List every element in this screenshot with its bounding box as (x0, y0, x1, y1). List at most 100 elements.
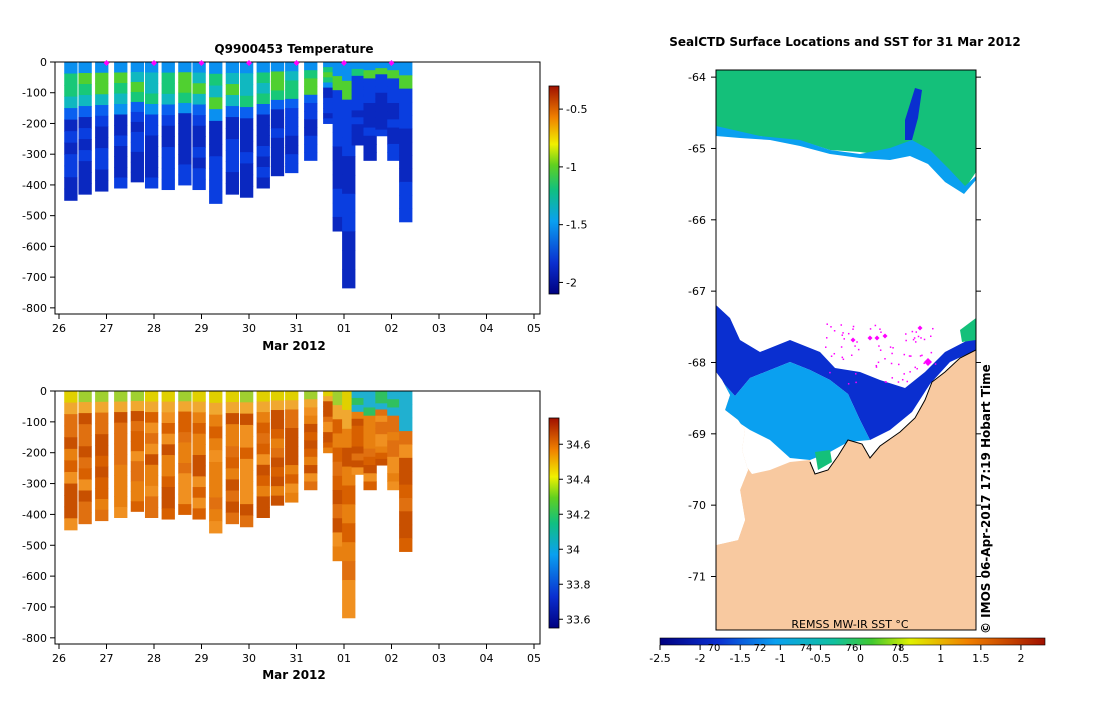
salinity-cell (351, 460, 365, 468)
surface-location-marker (867, 335, 873, 341)
temperature-cell (375, 117, 389, 124)
temperature-cell (78, 172, 92, 184)
sst-colorbar-tick-label: -1.5 (729, 652, 750, 665)
salinity-cell (375, 409, 389, 417)
salinity-cell (270, 457, 285, 468)
salinity-cell (144, 475, 159, 487)
track-dot (919, 355, 922, 357)
track-dot (905, 333, 907, 335)
temperature-cell (323, 67, 337, 73)
salinity-cell (351, 432, 365, 441)
salinity-cell (161, 412, 175, 424)
x-tick-label: 27 (100, 322, 114, 335)
temperature-cell (192, 93, 206, 106)
track-dot (877, 361, 880, 364)
sst-colorbar-tick-label: 1 (937, 652, 944, 665)
temperature-cell (351, 124, 365, 132)
salinity-cell (161, 497, 175, 509)
temperature-cell (270, 62, 285, 72)
salinity-cell (387, 432, 401, 441)
salinity-cell (239, 504, 254, 516)
y-tick-label: -100 (22, 87, 47, 100)
temperature-cell (323, 108, 337, 114)
salinity-cell (95, 412, 109, 424)
temperature-cell (78, 150, 92, 162)
salinity-cell (192, 433, 206, 445)
temperature-cell (375, 62, 389, 69)
track-dot (852, 328, 854, 330)
track-dot (903, 373, 905, 375)
salinity-cell (399, 444, 413, 459)
salinity-cell (363, 432, 377, 441)
temperature-cell (351, 110, 365, 118)
salinity-cell (209, 461, 223, 475)
temperature-cell (256, 135, 270, 147)
temperature-cell (342, 156, 356, 176)
salinity-cell (95, 401, 109, 414)
temperature-cell (375, 105, 389, 112)
salinity-cell (144, 485, 159, 497)
salinity-cell (114, 485, 128, 497)
salinity-cell (285, 418, 299, 429)
temperature-cell (256, 93, 270, 105)
temperature-cell (363, 119, 377, 129)
salinity-cell (387, 473, 401, 483)
temperature-cell (64, 188, 78, 201)
longitude-tick-label: 78 (892, 643, 905, 654)
salinity-cell (256, 496, 270, 508)
salinity-cell (209, 450, 223, 463)
temperature-cell (78, 161, 92, 173)
temperature-cell (304, 152, 318, 161)
salinity-cell (209, 402, 223, 416)
salinity-cell (225, 413, 240, 425)
temperature-cell (209, 73, 223, 87)
salinity-cell (192, 444, 206, 456)
track-dot (830, 326, 832, 328)
temperature-cell (95, 62, 109, 74)
salinity-cell (78, 490, 92, 503)
salinity-cell (130, 391, 145, 402)
temperature-cell (114, 156, 128, 168)
temperature-cell (192, 168, 206, 180)
salinity-cell (225, 402, 240, 414)
temperature-cell (304, 70, 318, 79)
temperature-cell (144, 93, 159, 105)
track-dot (857, 348, 860, 351)
salinity-cell (363, 465, 377, 474)
salinity-cell (256, 464, 270, 476)
salinity-cell (178, 391, 192, 402)
temperature-cell (375, 68, 389, 75)
temperature-cell (209, 144, 223, 157)
salinity-cell (130, 401, 145, 412)
salinity-cell (192, 455, 206, 467)
salinity-cell (225, 424, 240, 436)
temperature-section-cells (64, 62, 413, 289)
colorbar-tick-label: -0.5 (566, 103, 587, 116)
salinity-cell (192, 465, 206, 477)
land-mass (716, 350, 976, 630)
sst-coastal-green-patch (960, 318, 976, 342)
salinity-cell (178, 473, 192, 485)
salinity-cell (399, 457, 413, 472)
salinity-cell (161, 423, 175, 435)
temperature-cell (256, 114, 270, 126)
temperature-cell (95, 105, 109, 117)
salinity-cell (285, 446, 299, 457)
salinity-cell (78, 479, 92, 492)
temperature-cell (130, 62, 145, 73)
salinity-cell (285, 474, 299, 485)
temperature-cell (375, 74, 389, 81)
salinity-cell (192, 391, 206, 403)
temperature-cell (114, 83, 128, 94)
temperature-cell (225, 139, 240, 151)
temperature-cell (285, 71, 299, 81)
salinity-cell (78, 435, 92, 447)
track-dot (897, 381, 900, 383)
salinity-cell (114, 422, 128, 434)
coastline (809, 349, 976, 475)
track-dot (890, 362, 893, 365)
temperature-cell (192, 178, 206, 191)
temperature-cell (270, 137, 285, 148)
salinity-cell (270, 400, 285, 411)
salinity-cell (304, 432, 318, 441)
